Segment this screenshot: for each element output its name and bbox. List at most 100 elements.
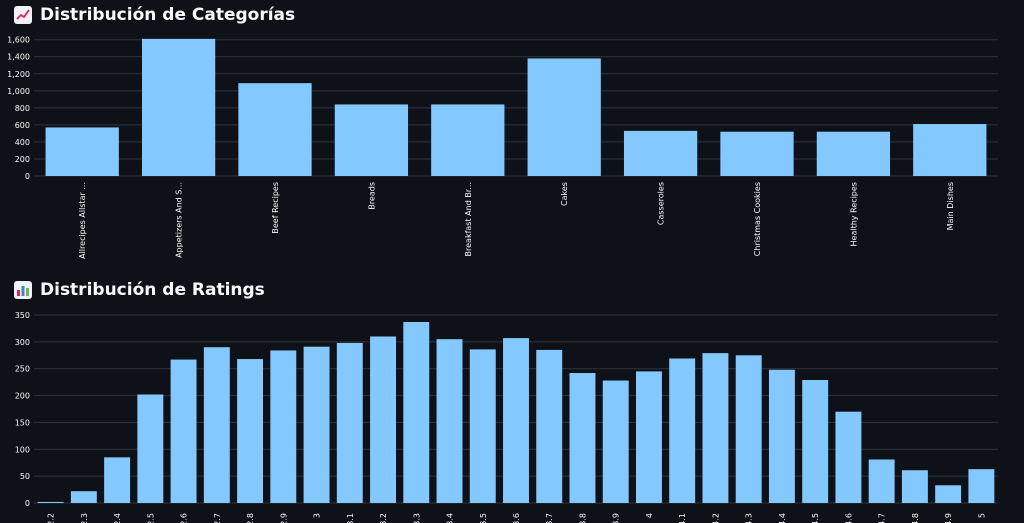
x-tick-label: 2.7 <box>213 513 222 523</box>
bar <box>431 104 505 176</box>
x-tick-label: Healthy Recipes <box>849 182 858 246</box>
x-tick-label: 2.9 <box>279 513 288 523</box>
y-tick-label: 1,600 <box>7 36 30 45</box>
bar <box>104 457 131 503</box>
categories-bar-chart: 0 200 400 600 800 1,000 1,200 1,400 1,600 Allreci… <box>7 36 998 259</box>
bar <box>835 411 862 503</box>
x-tick-label: 4.2 <box>711 513 720 523</box>
y-tick-label: 50 <box>20 472 30 481</box>
y-tick-label: 0 <box>25 172 30 181</box>
bar <box>37 501 64 503</box>
bar <box>802 379 829 503</box>
bar <box>403 321 430 503</box>
bar <box>623 130 698 176</box>
x-tick-label: 2.5 <box>146 513 155 523</box>
bar <box>935 485 962 503</box>
bar <box>768 369 795 503</box>
x-tick-label: Cakes <box>560 182 569 206</box>
bar <box>237 359 264 503</box>
x-tick-label: 4.7 <box>878 513 887 523</box>
bar <box>270 350 297 503</box>
x-tick-label: 4.1 <box>678 513 687 523</box>
y-tick-label: 1,400 <box>7 53 30 62</box>
bar <box>238 83 312 176</box>
bar <box>536 349 563 503</box>
bar <box>141 38 216 176</box>
x-tick-label: 4.4 <box>778 513 787 523</box>
y-tick-label: 800 <box>15 104 30 113</box>
x-tick-label: 3.8 <box>578 513 587 523</box>
bar <box>469 349 496 503</box>
x-tick-label: 3.2 <box>379 513 388 523</box>
x-tick-label: 4.5 <box>811 513 820 523</box>
x-tick-label: 4.6 <box>844 513 853 523</box>
bar <box>735 355 762 503</box>
x-tick-label: Casseroles <box>657 182 666 225</box>
x-tick-label: Christmas Cookies <box>753 182 762 256</box>
y-tick-label: 1,200 <box>7 70 30 79</box>
x-tick-label: Main Dishes <box>946 182 955 230</box>
x-tick-label: 3.5 <box>479 513 488 523</box>
bar <box>303 346 330 503</box>
x-tick-label: 3.9 <box>612 513 621 523</box>
y-tick-label: 100 <box>15 445 30 454</box>
bar <box>503 338 529 503</box>
x-tick-label: 3.7 <box>545 513 554 523</box>
bar <box>968 469 995 503</box>
y-tick-label: 150 <box>15 418 30 427</box>
bar <box>336 342 363 503</box>
x-tick-label: 3 <box>313 513 322 518</box>
ratings-title: Distribución de Ratings <box>40 280 265 300</box>
x-tick-label: 3.6 <box>512 513 521 523</box>
y-tick-label: 400 <box>15 138 30 147</box>
y-tick-label: 600 <box>15 121 30 130</box>
bar <box>702 353 729 503</box>
x-tick-label: 2.6 <box>180 513 189 523</box>
bar <box>370 336 396 503</box>
bar <box>569 373 596 503</box>
bar <box>816 131 891 176</box>
x-tick-label: 2.4 <box>113 513 122 523</box>
ratings-section: Distribución de Ratings 0 50 100 150 200 250 3… <box>0 262 1024 523</box>
x-tick-label: 3.3 <box>412 513 421 523</box>
bar <box>436 339 463 503</box>
x-tick-label: Appetizers And S... <box>175 182 184 258</box>
bar <box>527 58 601 176</box>
categories-title: Distribución de Categorías <box>40 5 296 25</box>
y-tick-label: 350 <box>15 311 30 320</box>
bar <box>45 127 119 176</box>
x-tick-label: 2.3 <box>80 513 89 523</box>
bar <box>913 124 987 176</box>
bar-chart-icon <box>14 281 32 299</box>
y-tick-label: 0 <box>25 499 30 508</box>
bar <box>203 347 230 503</box>
y-tick-label: 200 <box>15 155 30 164</box>
bar <box>334 104 409 176</box>
x-tick-label: 4.3 <box>745 513 754 523</box>
x-tick-label: 4 <box>645 513 654 518</box>
categories-heading: Distribución de Categorías <box>14 5 295 25</box>
x-tick-label: 3.4 <box>446 513 455 523</box>
bar <box>868 459 895 503</box>
y-tick-label: 1,000 <box>7 87 30 96</box>
x-tick-label: Breakfast And Br... <box>464 182 473 256</box>
bar <box>170 359 197 503</box>
x-tick-label: Allrecipes Allstar ... <box>78 182 87 259</box>
y-tick-label: 300 <box>15 338 30 347</box>
bar <box>137 394 164 503</box>
y-tick-label: 250 <box>15 365 30 374</box>
bar <box>636 371 662 503</box>
y-tick-label: 200 <box>15 392 30 401</box>
bar <box>669 358 696 503</box>
bar <box>602 380 629 503</box>
x-tick-label: Beef Recipes <box>271 182 280 234</box>
categories-section: Distribución de Categorías 0 200 400 600 800… <box>7 5 998 259</box>
bar <box>901 470 928 503</box>
x-tick-label: 2.2 <box>47 513 56 523</box>
x-tick-label: 4.9 <box>944 513 953 523</box>
x-tick-label: 2.8 <box>246 513 255 523</box>
bar <box>720 131 794 176</box>
ratings-bar-chart: 0 50 100 150 200 250 300 350 2.2 2.3 2.4 2.5 2.6 2.7 2… <box>15 311 998 523</box>
chart-increasing-icon <box>14 6 32 24</box>
bar <box>70 491 97 503</box>
